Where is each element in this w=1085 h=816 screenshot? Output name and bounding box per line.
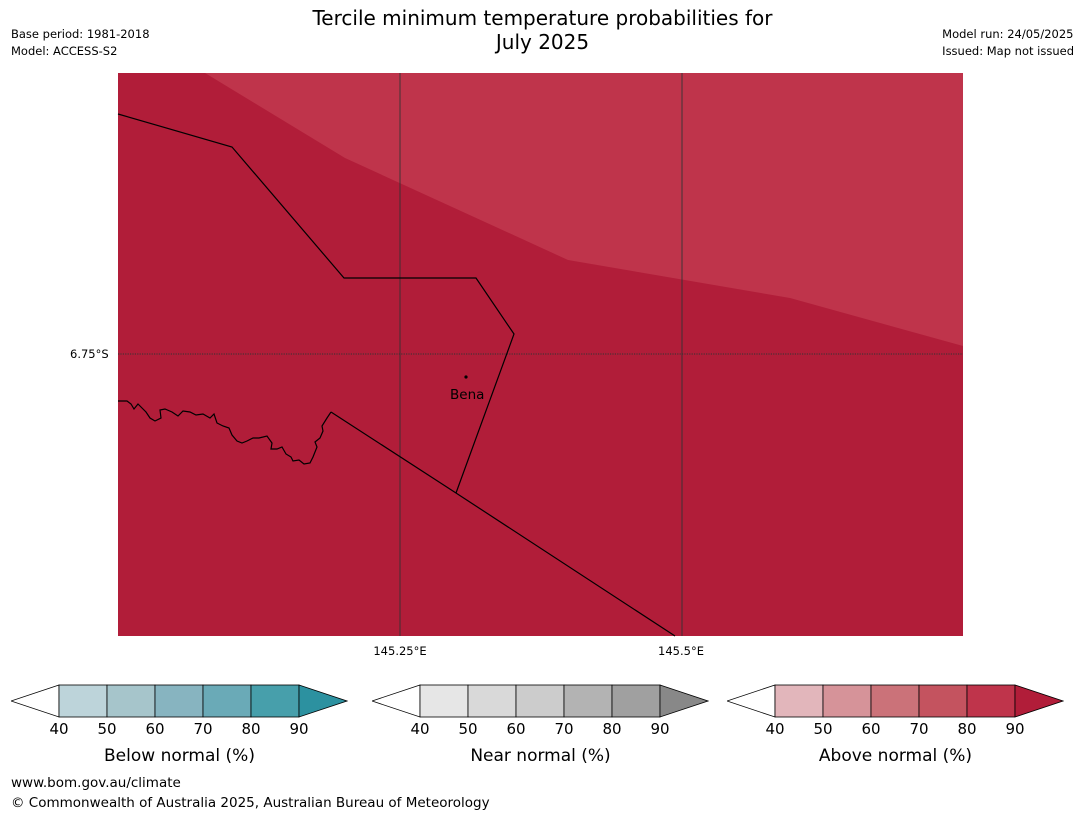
model-text: Model: ACCESS-S2 bbox=[11, 44, 118, 58]
longitude-label-145-5: 145.5°E bbox=[658, 644, 704, 658]
near-swatch-4 bbox=[563, 684, 613, 718]
above-swatch-2 bbox=[822, 684, 872, 718]
near-swatch-5 bbox=[611, 684, 661, 718]
below-swatch-3 bbox=[154, 684, 204, 718]
near-normal-colorbar-swatches bbox=[370, 684, 710, 718]
near-swatch-2 bbox=[467, 684, 517, 718]
near-swatch-3 bbox=[515, 684, 565, 718]
above-tick-40: 40 bbox=[765, 720, 785, 738]
above-normal-colorbar: 40 50 60 70 80 90 Above normal (%) bbox=[725, 684, 1065, 766]
below-normal-colorbar: 40 50 60 70 80 90 Below normal (%) bbox=[9, 684, 349, 766]
latitude-label: 6.75°S bbox=[70, 347, 109, 361]
below-over-arrow bbox=[298, 684, 349, 718]
meta-right: Model run: 24/05/2025 Issued: Map not is… bbox=[942, 26, 1074, 60]
below-tick-40: 40 bbox=[49, 720, 69, 738]
meta-left: Base period: 1981-2018 Model: ACCESS-S2 bbox=[11, 26, 150, 60]
below-tick-90: 90 bbox=[289, 720, 309, 738]
below-tick-60: 60 bbox=[145, 720, 165, 738]
map-title-line1: Tercile minimum temperature probabilitie… bbox=[312, 6, 773, 30]
longitude-label-145-25: 145.25°E bbox=[373, 644, 427, 658]
footer-copyright: © Commonwealth of Australia 2025, Austra… bbox=[11, 795, 490, 811]
place-label-bena: Bena bbox=[450, 387, 485, 403]
near-under-arrow bbox=[370, 684, 421, 718]
province-boundary-south bbox=[330, 411, 676, 637]
below-swatch-1 bbox=[58, 684, 108, 718]
near-tick-60: 60 bbox=[506, 720, 526, 738]
above-swatch-5 bbox=[966, 684, 1016, 718]
near-normal-title: Near normal (%) bbox=[470, 746, 611, 766]
issued-text: Issued: Map not issued bbox=[942, 44, 1074, 58]
above-tick-70: 70 bbox=[909, 720, 929, 738]
probability-zone-70-80 bbox=[205, 73, 963, 346]
below-swatch-5 bbox=[250, 684, 300, 718]
base-period-text: Base period: 1981-2018 bbox=[11, 27, 150, 41]
above-tick-50: 50 bbox=[813, 720, 833, 738]
province-boundary-west bbox=[118, 400, 332, 465]
below-tick-80: 80 bbox=[241, 720, 261, 738]
model-run-text: Model run: 24/05/2025 bbox=[942, 27, 1074, 41]
map-title: Tercile minimum temperature probabilitie… bbox=[0, 6, 1085, 54]
above-under-arrow bbox=[725, 684, 776, 718]
above-swatch-3 bbox=[870, 684, 920, 718]
footer-url: www.bom.gov.au/climate bbox=[11, 775, 181, 791]
below-under-arrow bbox=[9, 684, 60, 718]
near-tick-80: 80 bbox=[602, 720, 622, 738]
above-swatch-4 bbox=[918, 684, 968, 718]
near-swatch-1 bbox=[419, 684, 469, 718]
near-tick-50: 50 bbox=[458, 720, 478, 738]
place-marker-bena bbox=[464, 375, 468, 379]
near-tick-90: 90 bbox=[650, 720, 670, 738]
province-boundary-north bbox=[117, 113, 515, 494]
below-tick-70: 70 bbox=[193, 720, 213, 738]
near-tick-70: 70 bbox=[554, 720, 574, 738]
below-normal-title: Below normal (%) bbox=[104, 746, 255, 766]
above-swatch-1 bbox=[774, 684, 824, 718]
near-normal-colorbar: 40 50 60 70 80 90 Near normal (%) bbox=[370, 684, 710, 766]
above-tick-80: 80 bbox=[957, 720, 977, 738]
above-tick-60: 60 bbox=[861, 720, 881, 738]
below-normal-colorbar-swatches bbox=[9, 684, 349, 718]
above-normal-title: Above normal (%) bbox=[818, 746, 973, 766]
below-tick-50: 50 bbox=[97, 720, 117, 738]
above-normal-colorbar-swatches bbox=[725, 684, 1065, 718]
near-over-arrow bbox=[659, 684, 710, 718]
map-title-line2: July 2025 bbox=[495, 30, 590, 54]
above-over-arrow bbox=[1014, 684, 1065, 718]
near-tick-40: 40 bbox=[410, 720, 430, 738]
below-swatch-4 bbox=[202, 684, 252, 718]
below-swatch-2 bbox=[106, 684, 156, 718]
above-tick-90: 90 bbox=[1005, 720, 1025, 738]
